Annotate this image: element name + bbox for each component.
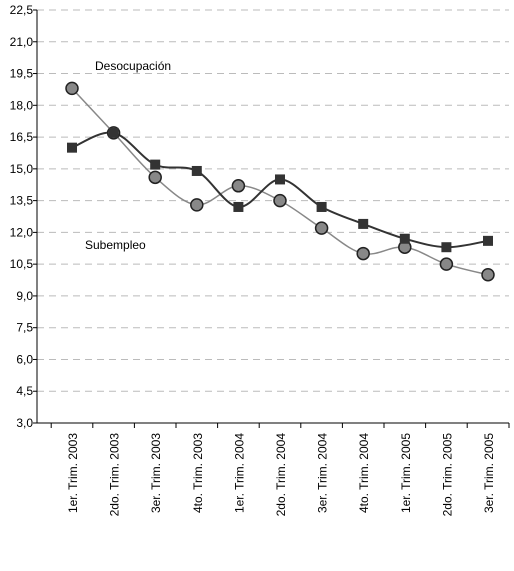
x-tick-label: 4to. Trim. 2003	[191, 433, 205, 513]
point	[441, 242, 452, 253]
y-tick-label: 9,0	[16, 289, 33, 303]
x-tick-label: 1er. Trim. 2004	[232, 433, 246, 513]
y-tick-label: 6,0	[16, 352, 33, 366]
point	[399, 233, 410, 244]
y-tick-label: 10,5	[10, 257, 34, 271]
y-tick-label: 19,5	[10, 67, 34, 81]
x-tick-label: 3er. Trim. 2005	[482, 433, 496, 513]
point	[439, 257, 454, 271]
series-label: Subempleo	[85, 238, 146, 252]
point	[233, 201, 244, 212]
y-tick-label: 7,5	[16, 321, 33, 335]
point	[273, 193, 287, 208]
point	[67, 142, 77, 153]
point	[191, 165, 202, 176]
x-tick-label: 3er. Trim. 2004	[316, 433, 330, 513]
point	[275, 174, 285, 185]
series-label: Desocupación	[95, 59, 171, 73]
y-tick-label: 3,0	[16, 416, 33, 430]
x-tick-label: 2do. Trim. 2005	[440, 433, 454, 517]
point	[231, 179, 246, 193]
point	[358, 218, 369, 229]
x-tick-label: 1er. Trim. 2005	[399, 433, 413, 513]
point	[356, 246, 370, 261]
series-line	[71, 131, 489, 249]
point	[108, 127, 119, 138]
x-tick-label: 3er. Trim. 2003	[149, 433, 163, 513]
point	[150, 159, 161, 170]
y-tick-label: 16,5	[10, 130, 34, 144]
point	[314, 221, 329, 235]
point	[65, 81, 79, 96]
y-tick-label: 21,0	[10, 35, 34, 49]
x-tick-label: 2do. Trim. 2003	[108, 433, 122, 517]
y-tick-label: 12,0	[10, 225, 34, 239]
point	[190, 198, 204, 212]
y-tick-label: 15,0	[10, 162, 34, 176]
y-tick-label: 18,0	[10, 98, 34, 112]
point	[481, 267, 495, 282]
y-tick-label: 4,5	[16, 384, 33, 398]
x-tick-label: 1er. Trim. 2003	[66, 433, 80, 513]
x-tick-label: 2do. Trim. 2004	[274, 433, 288, 517]
point	[148, 170, 162, 185]
point	[483, 235, 493, 246]
y-tick-label: 22,5	[10, 3, 34, 17]
y-tick-label: 13,5	[10, 194, 34, 208]
x-tick-label: 4to. Trim. 2004	[357, 433, 371, 513]
point	[316, 201, 327, 212]
